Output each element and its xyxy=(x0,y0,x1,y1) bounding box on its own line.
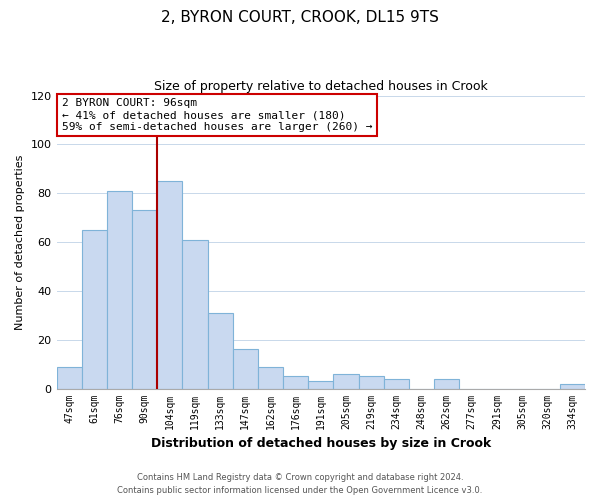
X-axis label: Distribution of detached houses by size in Crook: Distribution of detached houses by size … xyxy=(151,437,491,450)
Bar xyxy=(359,376,383,388)
Bar xyxy=(283,376,308,388)
Bar xyxy=(132,210,157,388)
Bar xyxy=(383,379,409,388)
Bar xyxy=(258,366,283,388)
Bar xyxy=(208,313,233,388)
Text: 2, BYRON COURT, CROOK, DL15 9TS: 2, BYRON COURT, CROOK, DL15 9TS xyxy=(161,10,439,25)
Bar xyxy=(334,374,359,388)
Bar xyxy=(182,240,208,388)
Bar xyxy=(56,366,82,388)
Title: Size of property relative to detached houses in Crook: Size of property relative to detached ho… xyxy=(154,80,488,93)
Bar xyxy=(560,384,585,388)
Y-axis label: Number of detached properties: Number of detached properties xyxy=(15,154,25,330)
Bar xyxy=(82,230,107,388)
Text: 2 BYRON COURT: 96sqm
← 41% of detached houses are smaller (180)
59% of semi-deta: 2 BYRON COURT: 96sqm ← 41% of detached h… xyxy=(62,98,373,132)
Bar xyxy=(107,191,132,388)
Bar xyxy=(157,181,182,388)
Bar xyxy=(434,379,459,388)
Bar xyxy=(308,381,334,388)
Text: Contains HM Land Registry data © Crown copyright and database right 2024.
Contai: Contains HM Land Registry data © Crown c… xyxy=(118,474,482,495)
Bar xyxy=(233,350,258,389)
